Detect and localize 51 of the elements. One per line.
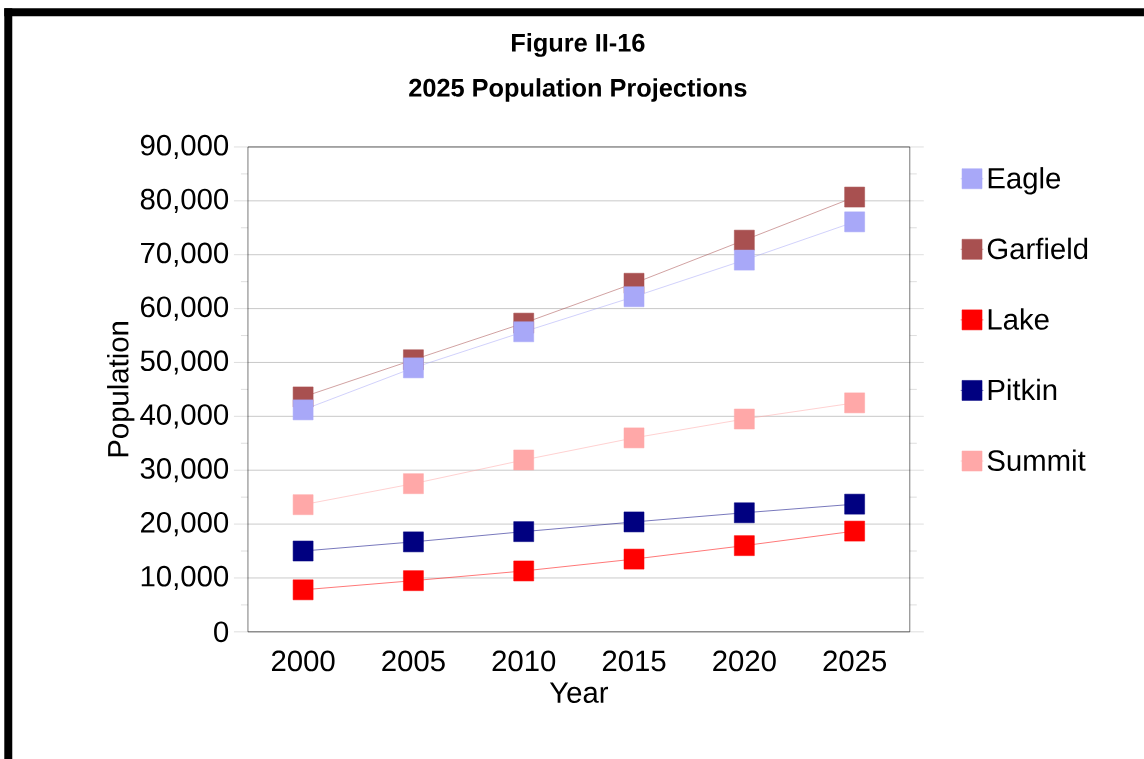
y-tick-label: 80,000 — [140, 188, 229, 213]
x-tick-label: 2010 — [492, 650, 556, 672]
chart-title: Figure II-16 — [512, 33, 645, 57]
point — [734, 535, 755, 556]
y-tick-label: 60,000 — [141, 296, 229, 321]
legend-label: Garfield — [987, 237, 1088, 260]
y-axis-title: Population — [107, 322, 135, 457]
point — [734, 249, 755, 271]
x-tick-label: 2020 — [713, 650, 776, 672]
x-axis-title: Year — [549, 682, 609, 703]
point — [513, 449, 534, 471]
point — [513, 321, 534, 342]
point — [403, 357, 424, 379]
legend-label: Lake — [988, 308, 1049, 330]
chart-subtitle: 2025 Population Projections — [409, 78, 747, 102]
point — [292, 494, 314, 515]
point — [623, 286, 645, 307]
point — [844, 392, 865, 414]
point — [513, 560, 534, 582]
point — [403, 473, 424, 494]
point — [844, 493, 865, 515]
legend-label: Summit — [987, 449, 1086, 471]
y-tick-label: 90,000 — [140, 134, 229, 160]
x-tick-label: 2005 — [382, 650, 445, 672]
x-tick-label: 2025 — [823, 650, 887, 672]
point — [292, 540, 314, 562]
legend-label: Pitkin — [988, 378, 1057, 401]
y-tick-label: 10,000 — [141, 565, 229, 591]
point — [844, 211, 865, 233]
y-tick-label: 20,000 — [141, 511, 229, 537]
point — [844, 186, 865, 208]
point — [844, 520, 865, 542]
y-tick-label: 0 — [214, 621, 229, 643]
point — [513, 521, 534, 542]
y-tick-label: 50,000 — [140, 350, 229, 375]
x-tick-label: 2015 — [602, 650, 666, 672]
x-tick-label: 2000 — [271, 650, 335, 672]
point — [623, 427, 645, 449]
point — [292, 579, 314, 601]
point — [623, 548, 645, 570]
point — [403, 531, 424, 553]
y-tick-label: 70,000 — [141, 242, 229, 267]
point — [734, 502, 755, 524]
point — [623, 511, 645, 533]
point — [292, 399, 314, 421]
y-tick-label: 30,000 — [140, 458, 229, 483]
point — [734, 408, 755, 430]
point — [734, 229, 755, 251]
legend-label: Eagle — [988, 167, 1061, 195]
y-tick-label: 40,000 — [140, 404, 229, 429]
point — [403, 570, 424, 591]
